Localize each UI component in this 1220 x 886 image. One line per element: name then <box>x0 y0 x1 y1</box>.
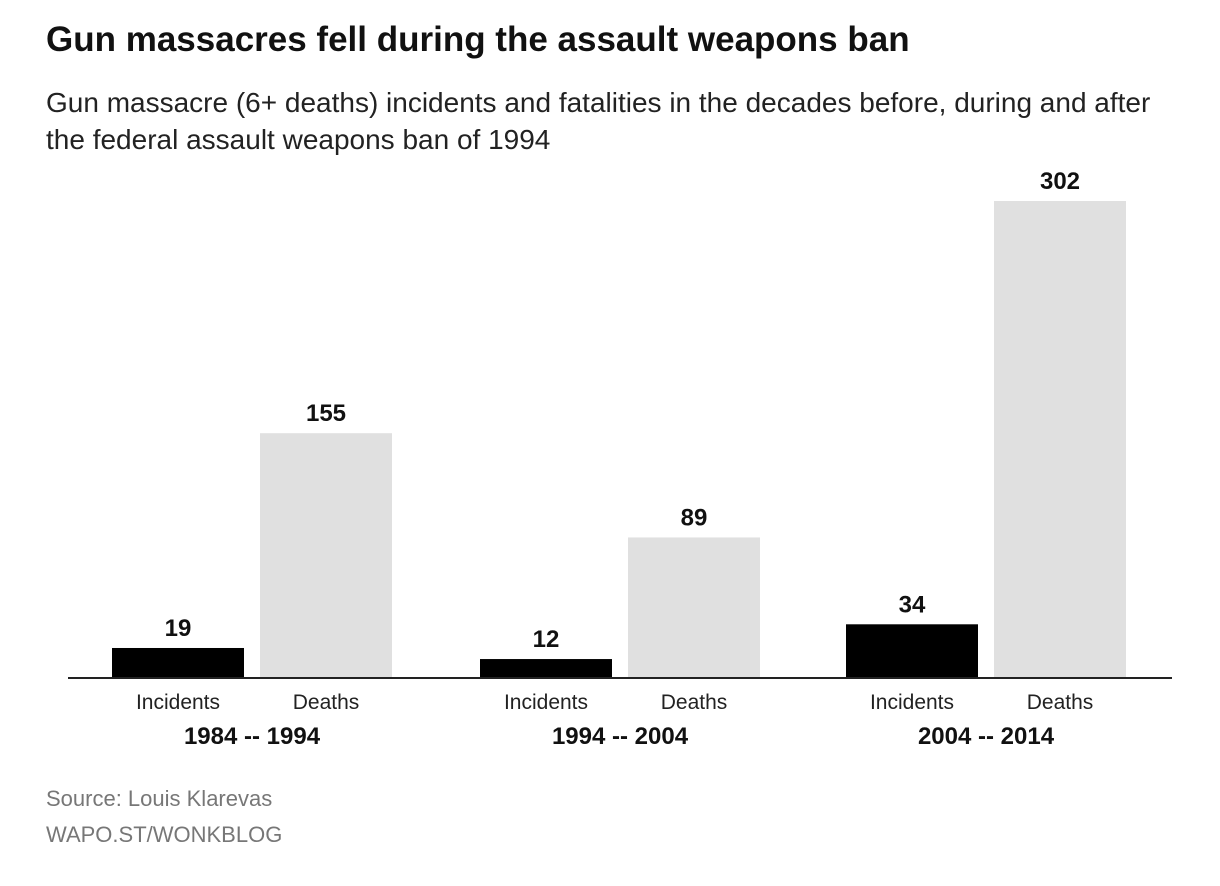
value-label-incidents-1: 19 <box>165 615 192 642</box>
bar-deaths-1 <box>260 433 392 678</box>
bar-incidents-2 <box>480 659 612 678</box>
credit-line: WAPO.ST/WONKBLOG <box>46 822 283 847</box>
value-label-deaths-1: 155 <box>306 400 346 427</box>
series-label-deaths-2: Deaths <box>661 691 728 714</box>
category-label-2: 1994 -- 2004 <box>552 723 689 750</box>
bar-deaths-2 <box>628 537 760 678</box>
series-label-incidents-2: Incidents <box>504 691 588 714</box>
chart-subtitle: Gun massacre (6+ deaths) incidents and f… <box>46 87 1151 155</box>
bar-incidents-3 <box>846 624 978 678</box>
value-label-incidents-2: 12 <box>533 626 560 653</box>
series-label-incidents-1: Incidents <box>136 691 220 714</box>
series-label-deaths-3: Deaths <box>1027 691 1094 714</box>
series-label-incidents-3: Incidents <box>870 691 954 714</box>
chart-title: Gun massacres fell during the assault we… <box>46 20 910 59</box>
category-label-1: 1984 -- 1994 <box>184 723 321 750</box>
value-label-incidents-3: 34 <box>899 591 926 618</box>
bar-deaths-3 <box>994 201 1126 678</box>
source-note: Source: Louis Klarevas <box>46 786 273 811</box>
series-label-deaths-1: Deaths <box>293 691 360 714</box>
category-label-3: 2004 -- 2014 <box>918 723 1055 750</box>
bar-chart: 19 Incidents 155 Deaths 1984 -- 1994 12 Incide… <box>68 168 1172 750</box>
value-label-deaths-3: 302 <box>1040 168 1080 195</box>
value-label-deaths-2: 89 <box>681 504 708 531</box>
bar-incidents-1 <box>112 647 244 678</box>
